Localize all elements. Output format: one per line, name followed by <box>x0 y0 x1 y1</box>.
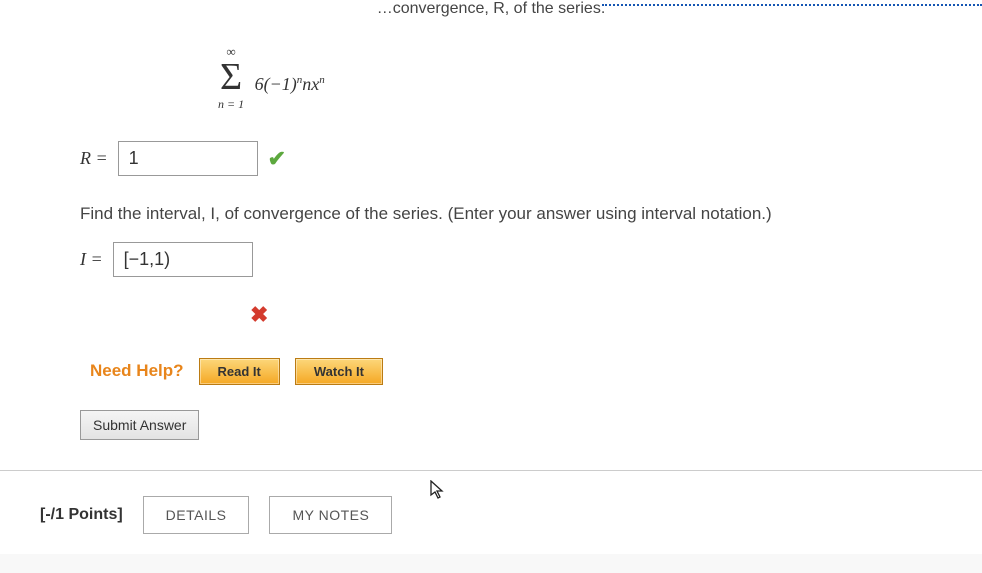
sum-lower: n = 1 <box>218 97 244 112</box>
need-help-label: Need Help? <box>90 361 184 381</box>
interval-input[interactable]: [−1,1) <box>113 242 253 277</box>
next-question-header: [-/1 Points] DETAILS MY NOTES <box>40 471 942 534</box>
help-row: Need Help? Read It Watch It <box>90 358 942 385</box>
interval-label: I = <box>80 249 103 270</box>
question-panel: …convergence, R, of the series. ∞ Σ n = … <box>0 0 982 554</box>
points-label: [-/1 Points] <box>40 506 123 524</box>
radius-answer-row: R = 1 ✔ <box>80 141 942 176</box>
my-notes-button[interactable]: MY NOTES <box>269 496 392 534</box>
radius-label: R = <box>80 148 108 169</box>
x-icon: ✖ <box>250 302 942 328</box>
series-expression: ∞ Σ n = 1 6(−1)nnxn <box>220 58 325 96</box>
question-intro: …convergence, R, of the series. <box>40 0 942 18</box>
interval-prompt: Find the interval, I, of convergence of … <box>80 201 942 227</box>
dotted-separator <box>602 4 982 6</box>
radius-input[interactable]: 1 <box>118 141 258 176</box>
interval-answer-row: I = [−1,1) <box>80 242 942 277</box>
check-icon: ✔ <box>268 146 286 172</box>
details-button[interactable]: DETAILS <box>143 496 250 534</box>
read-it-button[interactable]: Read It <box>199 358 280 385</box>
watch-it-button[interactable]: Watch It <box>295 358 383 385</box>
sigma-icon: Σ <box>220 56 242 98</box>
series-body: 6(−1)nnxn <box>255 74 325 94</box>
submit-answer-button[interactable]: Submit Answer <box>80 410 199 440</box>
submit-row: Submit Answer <box>80 410 942 440</box>
sum-upper: ∞ <box>226 44 235 60</box>
